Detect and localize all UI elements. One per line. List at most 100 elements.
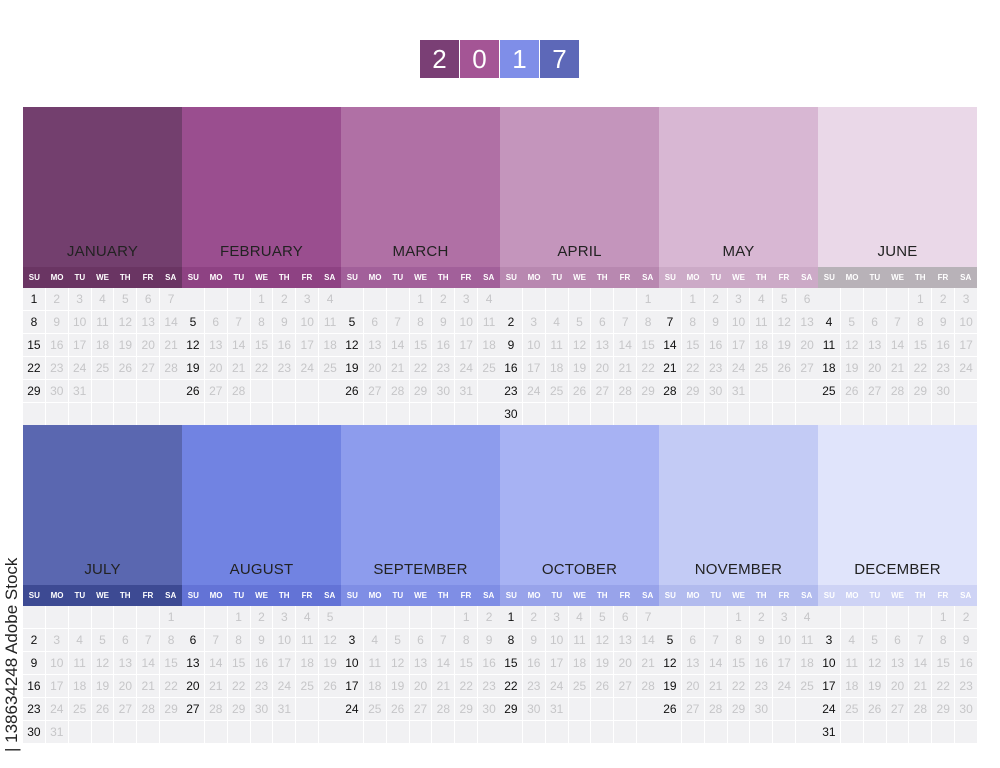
weekday-label: TH xyxy=(914,273,926,282)
day-cell xyxy=(341,721,363,743)
day-cell xyxy=(545,288,568,310)
day-cell: 16 xyxy=(273,334,296,356)
day-cell xyxy=(91,606,114,628)
day-cell: 25 xyxy=(296,675,319,697)
day-cell xyxy=(955,403,977,425)
day-cell xyxy=(840,606,863,628)
day-cell: 11 xyxy=(568,629,591,651)
day-cell xyxy=(818,403,840,425)
day-cell xyxy=(886,606,909,628)
day-cell: 22 xyxy=(500,675,522,697)
weekday-label: FR xyxy=(460,591,472,600)
month-name: OCTOBER xyxy=(541,561,618,578)
day-cell: 20 xyxy=(796,334,818,356)
weekday-header: SU MO TU WE TH FR SA xyxy=(182,267,341,288)
month-header: OCTOBER xyxy=(500,425,659,585)
day-cell: 26 xyxy=(386,698,409,720)
day-cell: 5 xyxy=(659,629,681,651)
day-cell: 25 xyxy=(568,675,591,697)
month-name: FEBRUARY xyxy=(219,243,303,260)
day-cell: 28 xyxy=(704,698,727,720)
day-cell: 28 xyxy=(160,357,182,379)
weekday-header: SU MO TU WE TH FR SA xyxy=(23,585,182,606)
day-cell xyxy=(23,606,45,628)
weekday-label: WE xyxy=(573,273,586,282)
day-cell: 20 xyxy=(182,675,204,697)
day-cell: 6 xyxy=(614,606,637,628)
day-cell xyxy=(137,403,160,425)
day-grid: 1 2 3 4 5 6 7 8 9 10 11 12 13 14 15 16 17 18 19 20 21 22 23 24 2… xyxy=(182,606,341,743)
day-cell xyxy=(773,380,796,402)
day-grid: 1 2 3 4 5 6 7 8 9 10 11 12 13 14 15 16 17 18 19 20 21 22 23 24 2… xyxy=(818,288,977,425)
day-cell xyxy=(818,606,840,628)
day-cell: 14 xyxy=(160,311,182,333)
day-cell: 25 xyxy=(319,357,341,379)
weekday-label: SA xyxy=(960,273,972,282)
weekday-label: FR xyxy=(301,273,313,282)
day-cell xyxy=(363,288,386,310)
day-cell xyxy=(341,288,363,310)
day-cell: 17 xyxy=(727,334,750,356)
day-cell: 30 xyxy=(432,380,455,402)
day-cell: 24 xyxy=(955,357,977,379)
weekday-header: SU MO TU WE TH FR SA xyxy=(182,585,341,606)
day-cell: 27 xyxy=(114,698,137,720)
day-cell: 28 xyxy=(204,698,227,720)
calendar-row-second-half: JULY SU MO TU WE TH FR SA 1 2 3 4 5 6 7 8 9 10 11 12 13 14 15 1… xyxy=(23,425,977,743)
day-cell: 26 xyxy=(319,675,341,697)
month-block: APRIL SU MO TU WE TH FR SA 1 2 3 4 5 6 7 8 9 10 11 12 13 14 15… xyxy=(500,107,659,425)
weekday-label: MO xyxy=(527,591,541,600)
year-digit: 2 xyxy=(420,40,460,78)
day-cell: 29 xyxy=(681,380,704,402)
day-cell: 17 xyxy=(296,334,319,356)
day-cell: 5 xyxy=(863,629,886,651)
day-cell: 22 xyxy=(455,675,478,697)
day-cell: 22 xyxy=(681,357,704,379)
day-cell: 11 xyxy=(478,311,500,333)
day-cell: 1 xyxy=(727,606,750,628)
weekday-label: SU xyxy=(346,591,358,600)
day-cell: 24 xyxy=(727,357,750,379)
weekday-label: TU xyxy=(392,273,404,282)
day-cell xyxy=(840,721,863,743)
weekday-label: SA xyxy=(324,273,336,282)
day-cell xyxy=(773,721,796,743)
day-cell: 11 xyxy=(91,311,114,333)
day-cell: 4 xyxy=(319,288,341,310)
day-cell: 16 xyxy=(478,652,500,674)
weekday-label: WE xyxy=(255,273,268,282)
day-cell xyxy=(659,403,681,425)
day-cell: 7 xyxy=(659,311,681,333)
day-cell: 27 xyxy=(182,698,204,720)
day-cell: 20 xyxy=(137,334,160,356)
day-cell: 8 xyxy=(409,311,432,333)
weekday-label: SA xyxy=(324,591,336,600)
day-cell: 17 xyxy=(273,652,296,674)
day-cell: 30 xyxy=(478,698,500,720)
day-cell xyxy=(478,721,500,743)
day-cell: 4 xyxy=(363,629,386,651)
month-name: MARCH xyxy=(392,243,449,260)
day-cell: 8 xyxy=(727,629,750,651)
day-cell: 11 xyxy=(818,334,840,356)
day-cell: 18 xyxy=(91,334,114,356)
day-cell: 17 xyxy=(341,675,363,697)
day-cell xyxy=(614,698,637,720)
day-cell xyxy=(182,606,204,628)
day-cell: 21 xyxy=(909,675,932,697)
weekday-label: TU xyxy=(74,591,86,600)
weekday-label: SU xyxy=(28,591,40,600)
day-cell: 15 xyxy=(932,652,955,674)
weekday-header: SU MO TU WE TH FR SA xyxy=(500,585,659,606)
month-block: FEBRUARY SU MO TU WE TH FR SA 1 2 3 4 5 6 7 8 9 10 11 12 13 1… xyxy=(182,107,341,425)
day-cell: 3 xyxy=(522,311,545,333)
day-cell: 24 xyxy=(296,357,319,379)
day-cell xyxy=(796,698,818,720)
day-cell: 29 xyxy=(727,698,750,720)
weekday-label: TU xyxy=(233,591,245,600)
day-cell: 8 xyxy=(637,311,659,333)
day-cell: 26 xyxy=(773,357,796,379)
weekday-label: WE xyxy=(573,591,586,600)
day-cell xyxy=(137,380,160,402)
